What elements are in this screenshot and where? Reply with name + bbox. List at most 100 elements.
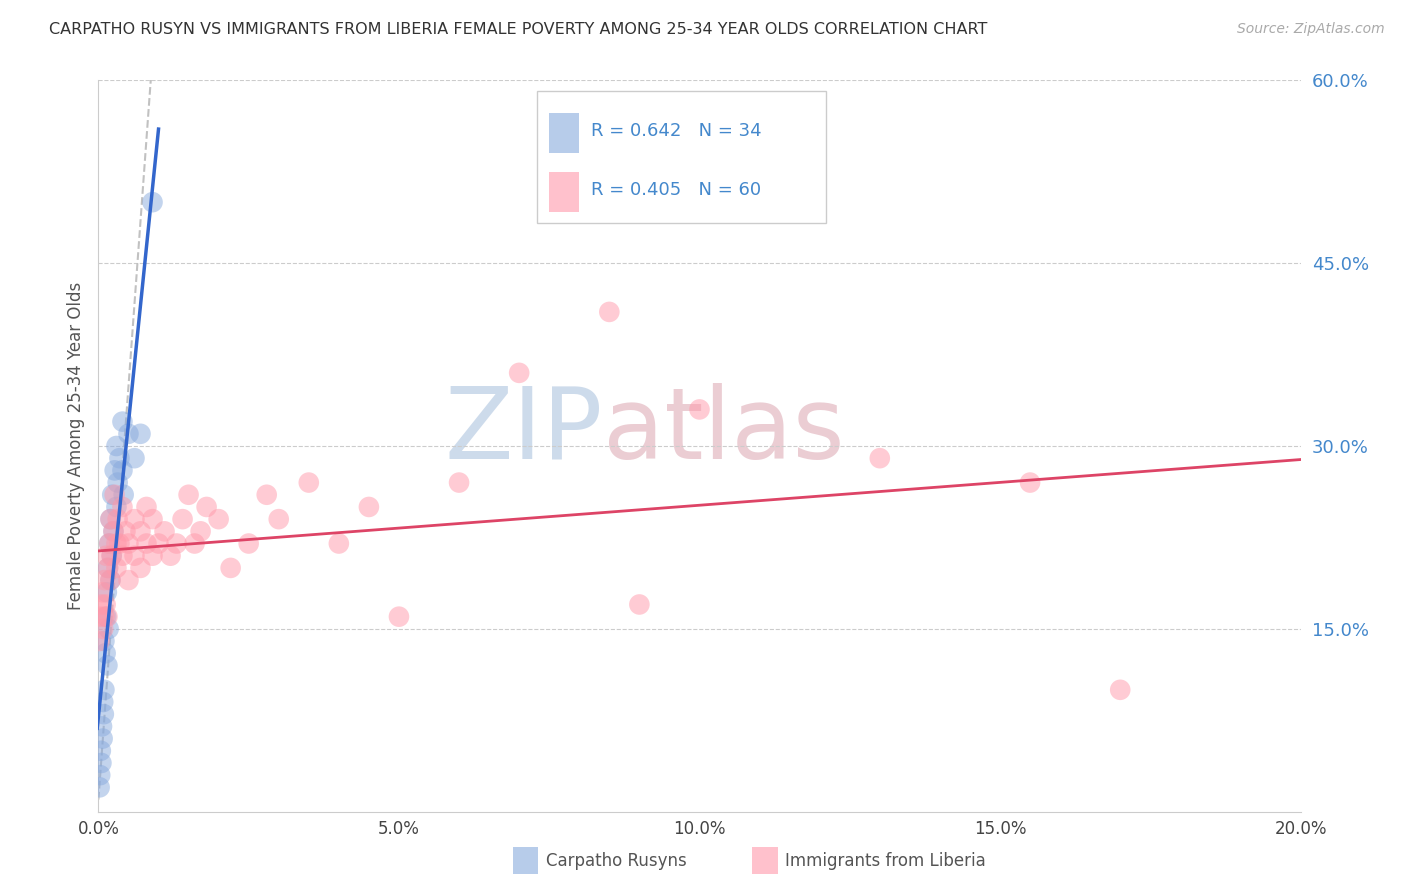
Text: Immigrants from Liberia: Immigrants from Liberia [785,852,986,870]
Point [114,524,136,539]
Point [166,536,188,550]
Point [100,549,122,563]
Point [148,536,170,550]
Point [628,598,651,612]
Point [107,475,129,490]
Point [190,524,212,539]
Point [98,536,121,550]
Point [183,536,205,550]
Bar [550,172,579,212]
Point [89,634,111,648]
Point [107,512,129,526]
Point [96,658,118,673]
Point [91,695,114,709]
FancyBboxPatch shape [537,91,825,223]
Point [117,426,139,441]
Text: Carpatho Rusyns: Carpatho Rusyns [546,852,686,870]
Point [112,488,135,502]
Point [172,512,194,526]
Point [141,195,163,210]
Point [96,609,118,624]
Point [97,622,120,636]
Y-axis label: Female Poverty Among 25-34 Year Olds: Female Poverty Among 25-34 Year Olds [66,282,84,610]
Point [111,415,134,429]
Point [90,756,112,770]
Point [91,585,114,599]
Point [159,549,181,563]
Point [101,488,124,502]
Point [97,561,120,575]
Point [129,524,152,539]
Point [129,426,152,441]
Text: CARPATHO RUSYN VS IMMIGRANTS FROM LIBERIA FEMALE POVERTY AMONG 25-34 YEAR OLDS C: CARPATHO RUSYN VS IMMIGRANTS FROM LIBERI… [49,22,987,37]
Point [96,585,118,599]
Point [328,536,350,550]
Point [117,573,139,587]
Point [100,512,122,526]
Point [93,707,115,722]
Point [93,634,115,648]
Point [357,500,380,514]
Point [135,536,157,550]
Point [195,500,218,514]
Point [90,744,112,758]
Point [100,573,122,587]
Point [124,512,146,526]
Point [267,512,290,526]
Point [135,500,157,514]
Point [1109,682,1132,697]
Point [100,512,122,526]
Point [103,524,125,539]
Point [89,768,111,782]
Point [124,451,146,466]
Point [93,682,115,697]
Point [111,500,134,514]
Point [94,598,117,612]
Point [388,609,411,624]
Point [90,598,112,612]
Point [141,549,163,563]
Point [1019,475,1042,490]
Point [103,524,125,539]
Point [508,366,530,380]
Point [105,500,128,514]
Point [598,305,620,319]
Text: Source: ZipAtlas.com: Source: ZipAtlas.com [1237,22,1385,37]
Point [111,463,134,477]
Point [108,536,131,550]
Point [97,561,120,575]
Point [98,536,121,550]
Point [93,609,115,624]
Point [298,475,321,490]
Point [96,609,118,624]
Point [96,549,118,563]
Text: atlas: atlas [603,383,845,480]
Point [93,573,115,587]
Point [129,561,152,575]
Point [105,536,128,550]
Point [108,451,131,466]
Point [104,463,127,477]
Point [94,646,117,660]
Point [219,561,242,575]
Point [105,439,128,453]
Point [689,402,711,417]
Point [117,536,139,550]
Point [238,536,260,550]
Text: ZIP: ZIP [444,383,603,480]
Point [177,488,200,502]
Point [153,524,176,539]
Point [869,451,891,466]
Point [91,719,114,733]
Text: R = 0.642   N = 34: R = 0.642 N = 34 [592,122,762,140]
Point [105,561,128,575]
Point [91,622,114,636]
Point [111,549,134,563]
Point [104,488,127,502]
Point [89,609,111,624]
Point [256,488,278,502]
Point [100,573,122,587]
Point [89,780,111,795]
Point [91,731,114,746]
Point [141,512,163,526]
